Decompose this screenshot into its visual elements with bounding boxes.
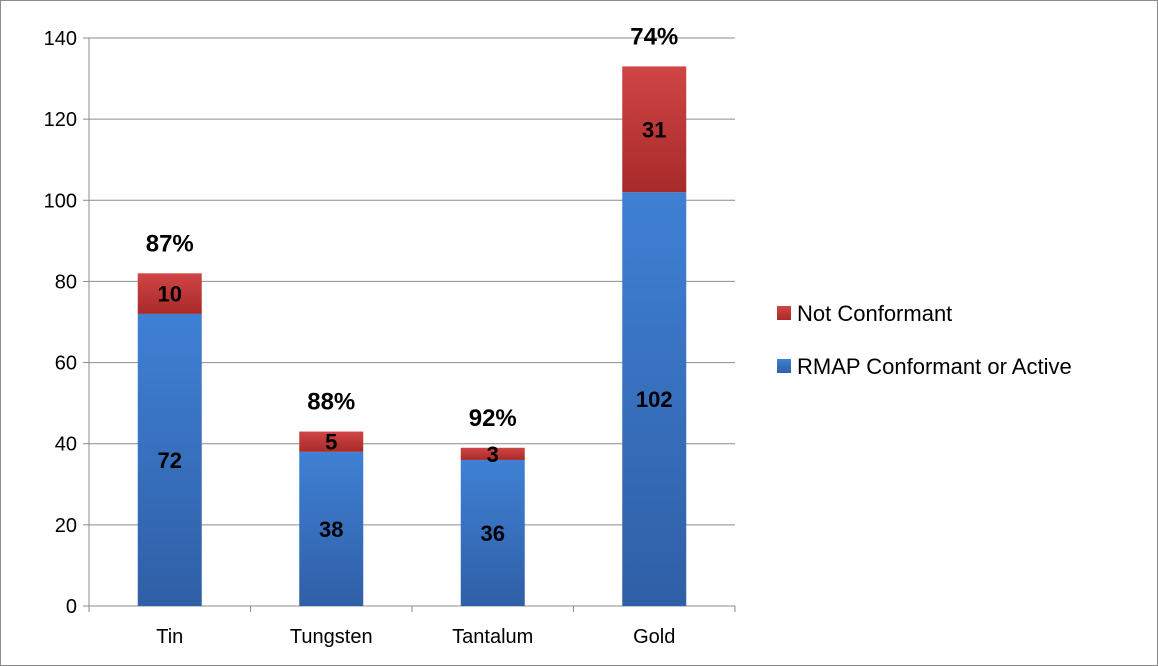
x-tick-label: Tungsten xyxy=(290,626,373,648)
y-tick-label: 60 xyxy=(55,353,77,375)
bar-segment-not-conformant xyxy=(622,66,687,193)
percent-label: 92% xyxy=(469,405,517,432)
bar-segment-conformant xyxy=(460,459,525,606)
segment-value-label: 5 xyxy=(325,430,337,455)
segment-value-label: 102 xyxy=(636,387,673,412)
y-tick-label: 20 xyxy=(55,515,77,537)
y-tick-label: 120 xyxy=(44,109,77,131)
data-labels: 72 10 87% 38 5 88% 36 3 92% 102 31 74% xyxy=(146,23,679,546)
segment-value-label: 36 xyxy=(481,521,505,546)
segment-value-label: 3 xyxy=(487,442,499,467)
bar-segment-not-conformant xyxy=(137,273,202,314)
y-tick-label: 100 xyxy=(44,190,77,212)
percent-label: 87% xyxy=(146,230,194,257)
legend-label: Not Conformant xyxy=(797,301,952,326)
x-tick-label: Tantalum xyxy=(452,626,533,648)
x-tick-label: Tin xyxy=(156,626,183,648)
legend: Not Conformant RMAP Conformant or Active xyxy=(777,301,1072,379)
bars xyxy=(137,66,687,606)
y-tick-label: 0 xyxy=(66,596,77,618)
segment-value-label: 31 xyxy=(642,117,666,142)
y-tick-label: 80 xyxy=(55,271,77,293)
y-tick-label: 140 xyxy=(44,28,77,50)
percent-label: 88% xyxy=(307,389,355,416)
y-tick-label: 40 xyxy=(55,434,77,456)
legend-swatch xyxy=(777,359,791,373)
legend-swatch xyxy=(777,306,791,320)
bar-segment-not-conformant xyxy=(299,431,364,452)
axes: 0 20 40 60 80 100 120 140 Tin Tungsten Tantalum Gol… xyxy=(44,28,736,648)
segment-value-label: 10 xyxy=(158,282,182,307)
segment-value-label: 72 xyxy=(158,448,182,473)
x-tick-label: Gold xyxy=(633,626,675,648)
segment-value-label: 38 xyxy=(319,517,343,542)
bar-segment-conformant xyxy=(299,451,364,606)
legend-label: RMAP Conformant or Active xyxy=(797,354,1072,379)
bar-segment-conformant xyxy=(137,313,202,606)
percent-label: 74% xyxy=(630,23,678,50)
bar-segment-conformant xyxy=(622,192,687,606)
bar-segment-not-conformant xyxy=(460,447,525,460)
